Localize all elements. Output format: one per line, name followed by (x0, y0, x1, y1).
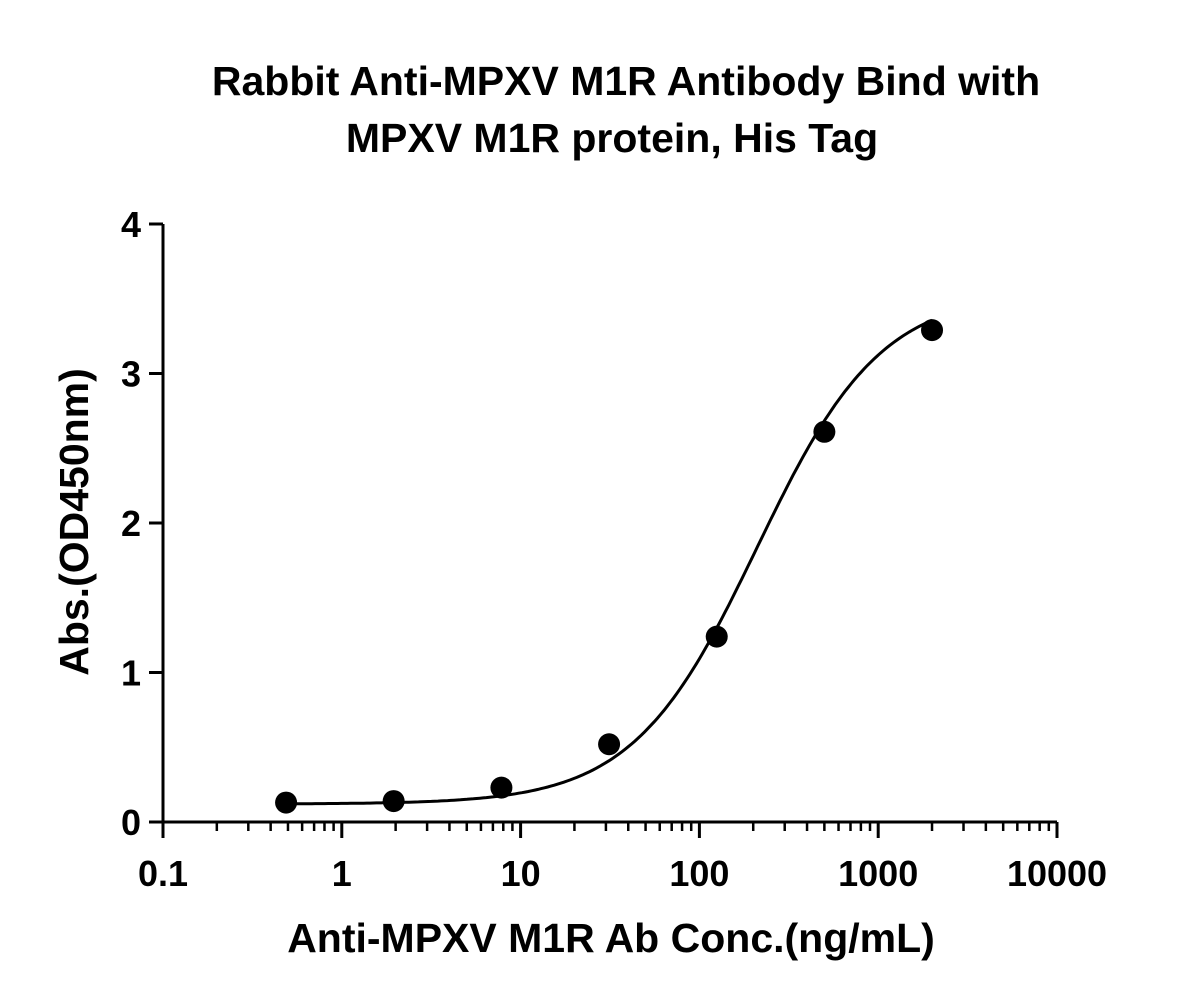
x-tick-label: 10000 (1007, 853, 1107, 894)
fit-curve (286, 318, 933, 806)
chart-title-line-2: MPXV M1R protein, His Tag (346, 115, 878, 161)
data-point (921, 319, 944, 342)
data-point (382, 790, 405, 813)
y-tick-label: 1 (121, 653, 141, 694)
x-tick-label: 10 (501, 853, 541, 894)
x-tick-label: 1 (332, 853, 352, 894)
data-point (275, 791, 298, 814)
data-point (813, 420, 836, 443)
x-tick-label: 1000 (838, 853, 918, 894)
fit-curve-group (286, 318, 933, 806)
data-point (705, 625, 728, 648)
data-points (275, 319, 944, 814)
data-point (598, 733, 621, 756)
y-axis-label: Abs.(OD450nm) (51, 368, 97, 676)
axes: 0 1 2 3 4 0.1 1 10 100 1000 10000 (121, 204, 1107, 894)
y-tick-label: 3 (121, 354, 141, 395)
data-point (490, 776, 513, 799)
y-tick-label: 0 (121, 802, 141, 843)
y-tick-label: 2 (121, 503, 141, 544)
x-tick-label: 100 (669, 853, 729, 894)
x-tick-label: 0.1 (138, 853, 188, 894)
y-tick-label: 4 (121, 204, 141, 245)
x-axis-label: Anti-MPXV M1R Ab Conc.(ng/mL) (287, 915, 935, 961)
chart-title-line-1: Rabbit Anti-MPXV M1R Antibody Bind with (212, 58, 1040, 104)
